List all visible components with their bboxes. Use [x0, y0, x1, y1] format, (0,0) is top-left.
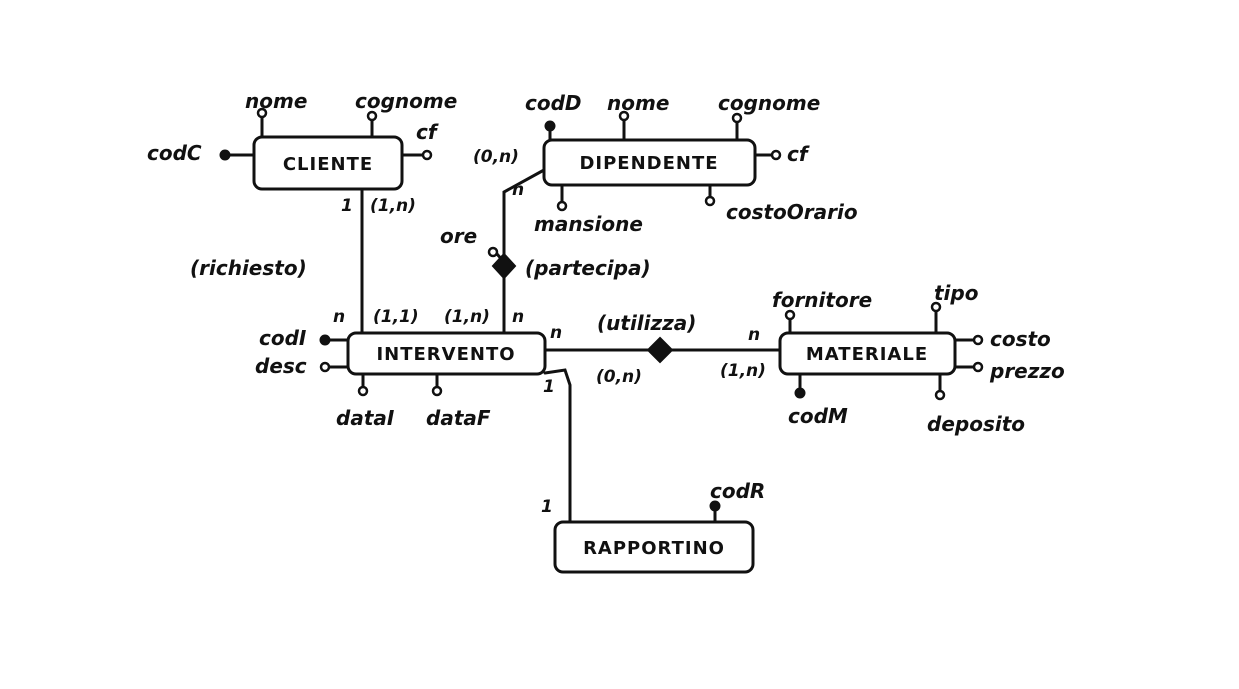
- intervento-datai-label: dataI: [336, 406, 395, 430]
- dipendente-codd-label: codD: [525, 91, 582, 115]
- materiale-utilizza-n-label: n: [748, 325, 760, 345]
- rapportino-codr-key-circle: [709, 500, 721, 512]
- intervento-utilizza-n-label: n: [550, 323, 562, 343]
- intervento-dataf-label: dataF: [426, 406, 491, 430]
- cliente-richiesto-range-label: (1,n): [370, 196, 416, 216]
- dipendente-partecipa-range-label: (0,n): [473, 147, 519, 167]
- intervento-desc-attribute-circle: [319, 361, 331, 373]
- cliente-cognome-attribute-circle: [366, 110, 378, 122]
- cliente-cf-label: cf: [416, 120, 439, 144]
- intervento-partecipa-range-label: (1,n): [444, 307, 490, 327]
- rapportino-codr-label: codR: [710, 479, 765, 503]
- dipendente-entity-label: DIPENDENTE: [579, 153, 718, 174]
- intervento-codi-label: codI: [259, 326, 307, 350]
- intervento-desc-label: desc: [255, 354, 307, 378]
- dipendente-cf-label: cf: [787, 142, 810, 166]
- cliente-cognome-label: cognome: [355, 89, 457, 113]
- intervento-rapportino-link: [543, 368, 572, 524]
- utilizza-relationship-label: (utilizza): [597, 311, 696, 335]
- cliente-richiesto-1-label: 1: [341, 196, 353, 216]
- partecipa-relationship-label: (partecipa): [525, 256, 651, 280]
- dipendente-nome-label: nome: [607, 91, 669, 115]
- materiale-entity-label: MATERIALE: [806, 344, 928, 365]
- materiale-entity-box: [778, 331, 957, 376]
- materiale-costo-attribute-circle: [972, 334, 984, 346]
- materiale-tipo-attribute-circle: [930, 301, 942, 313]
- cliente-entity-box: [252, 135, 404, 191]
- richiesto-relationship-label: (richiesto): [190, 256, 307, 280]
- dipendente-cf-attribute-circle: [770, 149, 782, 161]
- materiale-tipo-label: tipo: [934, 281, 979, 305]
- materiale-prezzo-label: prezzo: [989, 359, 1065, 383]
- intervento-rapportino-1-label: 1: [543, 377, 555, 397]
- dipendente-costoorario-label: costoOrario: [726, 200, 858, 224]
- intervento-codi-key-circle: [319, 334, 331, 346]
- dipendente-cognome-attribute-circle: [731, 112, 743, 124]
- dipendente-cognome-label: cognome: [718, 91, 820, 115]
- partecipa-ore-attribute-circle: [487, 246, 499, 258]
- dipendente-nome-attribute-circle: [618, 110, 630, 122]
- materiale-codm-label: codM: [788, 404, 848, 428]
- materiale-fornitore-label: fornitore: [772, 288, 872, 312]
- dipendente-costoorario-attribute-circle: [704, 195, 716, 207]
- partecipa-diamond: [491, 252, 517, 280]
- materiale-deposito-attribute-circle: [934, 389, 946, 401]
- cliente-codc-key-circle: [219, 149, 231, 161]
- materiale-deposito-label: deposito: [927, 412, 1025, 436]
- utilizza-diamond: [646, 336, 674, 364]
- dipendente-entity-box: [542, 138, 757, 187]
- materiale-costo-label: costo: [990, 327, 1051, 351]
- intervento-richiesto-range-label: (1,1): [373, 307, 419, 327]
- cliente-codc-label: codC: [147, 141, 202, 165]
- dipendente-mansione-attribute-circle: [556, 200, 568, 212]
- dipendente-mansione-label: mansione: [534, 212, 643, 236]
- materiale-utilizza-range-label: (1,n): [720, 361, 766, 381]
- rapportino-entity-box: [553, 520, 755, 574]
- intervento-datai-attribute-circle: [357, 385, 369, 397]
- intervento-dataf-attribute-circle: [431, 385, 443, 397]
- intervento-entity-box: [346, 331, 547, 376]
- cliente-nome-attribute-circle: [256, 107, 268, 119]
- materiale-prezzo-attribute-circle: [972, 361, 984, 373]
- cliente-entity-label: CLIENTE: [283, 154, 373, 175]
- intervento-utilizza-range-label: (0,n): [596, 367, 642, 387]
- partecipa-link-dipendente: [502, 168, 546, 262]
- materiale-fornitore-attribute-circle: [784, 309, 796, 321]
- cliente-nome-label: nome: [245, 89, 307, 113]
- cliente-cf-attribute-circle: [421, 149, 433, 161]
- materiale-codm-key-circle: [794, 387, 806, 399]
- intervento-partecipa-n-label: n: [512, 307, 524, 327]
- rapportino-intervento-1-label: 1: [541, 497, 553, 517]
- dipendente-partecipa-n-label: n: [512, 180, 524, 200]
- rapportino-entity-label: RAPPORTINO: [583, 538, 725, 559]
- dipendente-codd-key-circle: [544, 120, 556, 132]
- partecipa-ore-label: ore: [440, 224, 477, 248]
- intervento-entity-label: INTERVENTO: [376, 344, 515, 365]
- intervento-richiesto-n-label: n: [333, 307, 345, 327]
